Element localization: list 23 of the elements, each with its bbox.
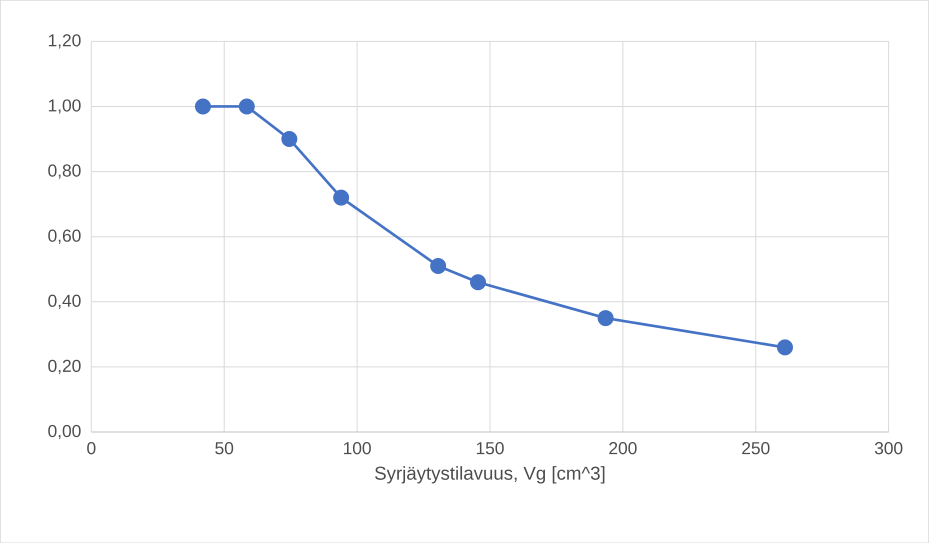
point xyxy=(776,339,793,356)
y-tick-label: 1,00 xyxy=(48,99,81,114)
x-tick-label: 0 xyxy=(87,442,96,454)
x-tick-label: 50 xyxy=(215,442,234,454)
point xyxy=(194,98,211,114)
x-tick-label: 250 xyxy=(742,442,770,454)
y-tick-label: 0,00 xyxy=(48,424,81,440)
x-tick-label: 200 xyxy=(609,442,637,454)
y-tick-label: 0,20 xyxy=(48,360,81,374)
point xyxy=(238,98,255,114)
x-tick-label: 150 xyxy=(476,442,504,454)
y-tick-label: 0,80 xyxy=(48,164,81,179)
point xyxy=(598,310,614,326)
y-tick-label: 0,60 xyxy=(48,229,81,244)
x-tick-label: 300 xyxy=(874,442,902,454)
point xyxy=(281,130,298,147)
y-tick-label: 0,40 xyxy=(48,294,81,309)
x-tick-label: 100 xyxy=(344,442,371,454)
point xyxy=(333,189,350,206)
x-axis-title: Syrjäytystilavuus, Vg [cm^3] xyxy=(375,466,604,484)
y-tick-label: 1,20 xyxy=(48,34,81,48)
point xyxy=(430,258,446,274)
point xyxy=(470,274,486,290)
